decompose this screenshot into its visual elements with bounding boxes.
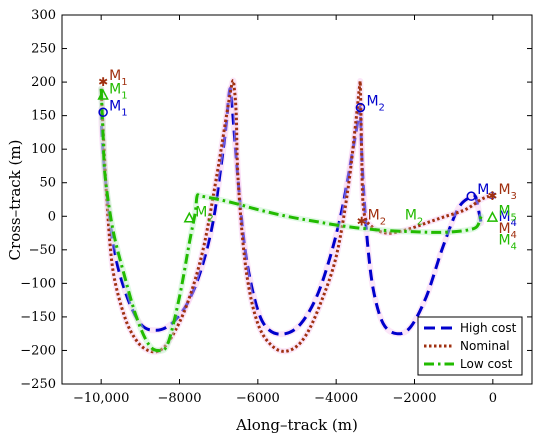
maneuver-label-subscript: 5 [511, 213, 517, 224]
y-tick-label: 150 [31, 109, 56, 124]
y-tick-label: −200 [20, 343, 56, 358]
y-tick-label: −50 [29, 243, 56, 258]
plot-frame [61, 14, 533, 385]
legend-entry-label: Low cost [460, 357, 513, 371]
maneuver-label-subscript: 4 [511, 230, 517, 241]
x-tick-label: −4000 [314, 391, 358, 406]
maneuver-label-subscript: 1 [121, 91, 127, 102]
legend-entry-label: High cost [460, 321, 517, 335]
legend-entry-label: Nominal [460, 339, 510, 353]
y-tick-label: −250 [20, 377, 56, 392]
y-tick-label: 50 [39, 176, 56, 191]
maneuver-label-subscript: 2 [380, 217, 386, 228]
maneuver-marker-star: ✱ [98, 75, 108, 89]
maneuver-label-subscript: 1 [121, 77, 127, 88]
maneuver-label-subscript: 2 [379, 103, 385, 114]
y-tick-label: 250 [31, 42, 56, 57]
x-tick-label: −10,000 [73, 391, 129, 406]
maneuver-marker-triangle [486, 211, 499, 222]
series-line-nominal [99, 78, 490, 354]
maneuver-marker-circle [466, 191, 477, 201]
maneuver-label-subscript: 4 [511, 218, 517, 229]
y-tick-label: −150 [20, 310, 56, 325]
y-tick-label: 0 [48, 209, 56, 224]
maneuver-marker-circle [98, 107, 108, 118]
maneuver-label-subscript: 3 [511, 191, 517, 202]
axis-ticks: −10,000 −8000 −6000 −4000 −2000 0 −250 −200 −150… [20, 8, 532, 406]
x-axis-label: Along–track (m) [235, 416, 358, 434]
x-tick-label: −2000 [393, 391, 437, 406]
series-line-high-cost [99, 87, 483, 336]
maneuver-marker-triangle [183, 211, 196, 223]
maneuver-label-subscript: 3 [489, 191, 495, 202]
maneuver-label-subscript: 1 [121, 107, 127, 118]
maneuver-marker-circle [355, 102, 366, 113]
maneuver-marker-star: ✱ [487, 189, 497, 203]
maneuver-label-subscript: 2 [207, 213, 213, 224]
x-tick-label: −8000 [158, 391, 202, 406]
maneuver-marker-triangle [97, 88, 109, 100]
y-axis-label: Cross–track (m) [6, 140, 24, 261]
plot-area [98, 77, 492, 355]
legend: High cost Nominal Low cost [417, 316, 523, 376]
y-tick-label: −100 [20, 276, 56, 291]
maneuver-label-subscript: 2 [417, 217, 423, 228]
y-tick-label: 100 [31, 142, 56, 157]
y-tick-label: 300 [31, 8, 56, 23]
maneuver-label-subscript: 4 [511, 241, 517, 252]
y-tick-label: 200 [31, 75, 56, 90]
maneuver-marker-star: ✱ [357, 215, 367, 229]
series-line-low-cost [99, 88, 483, 353]
x-tick-label: 0 [489, 391, 497, 406]
x-tick-label: −6000 [236, 391, 280, 406]
